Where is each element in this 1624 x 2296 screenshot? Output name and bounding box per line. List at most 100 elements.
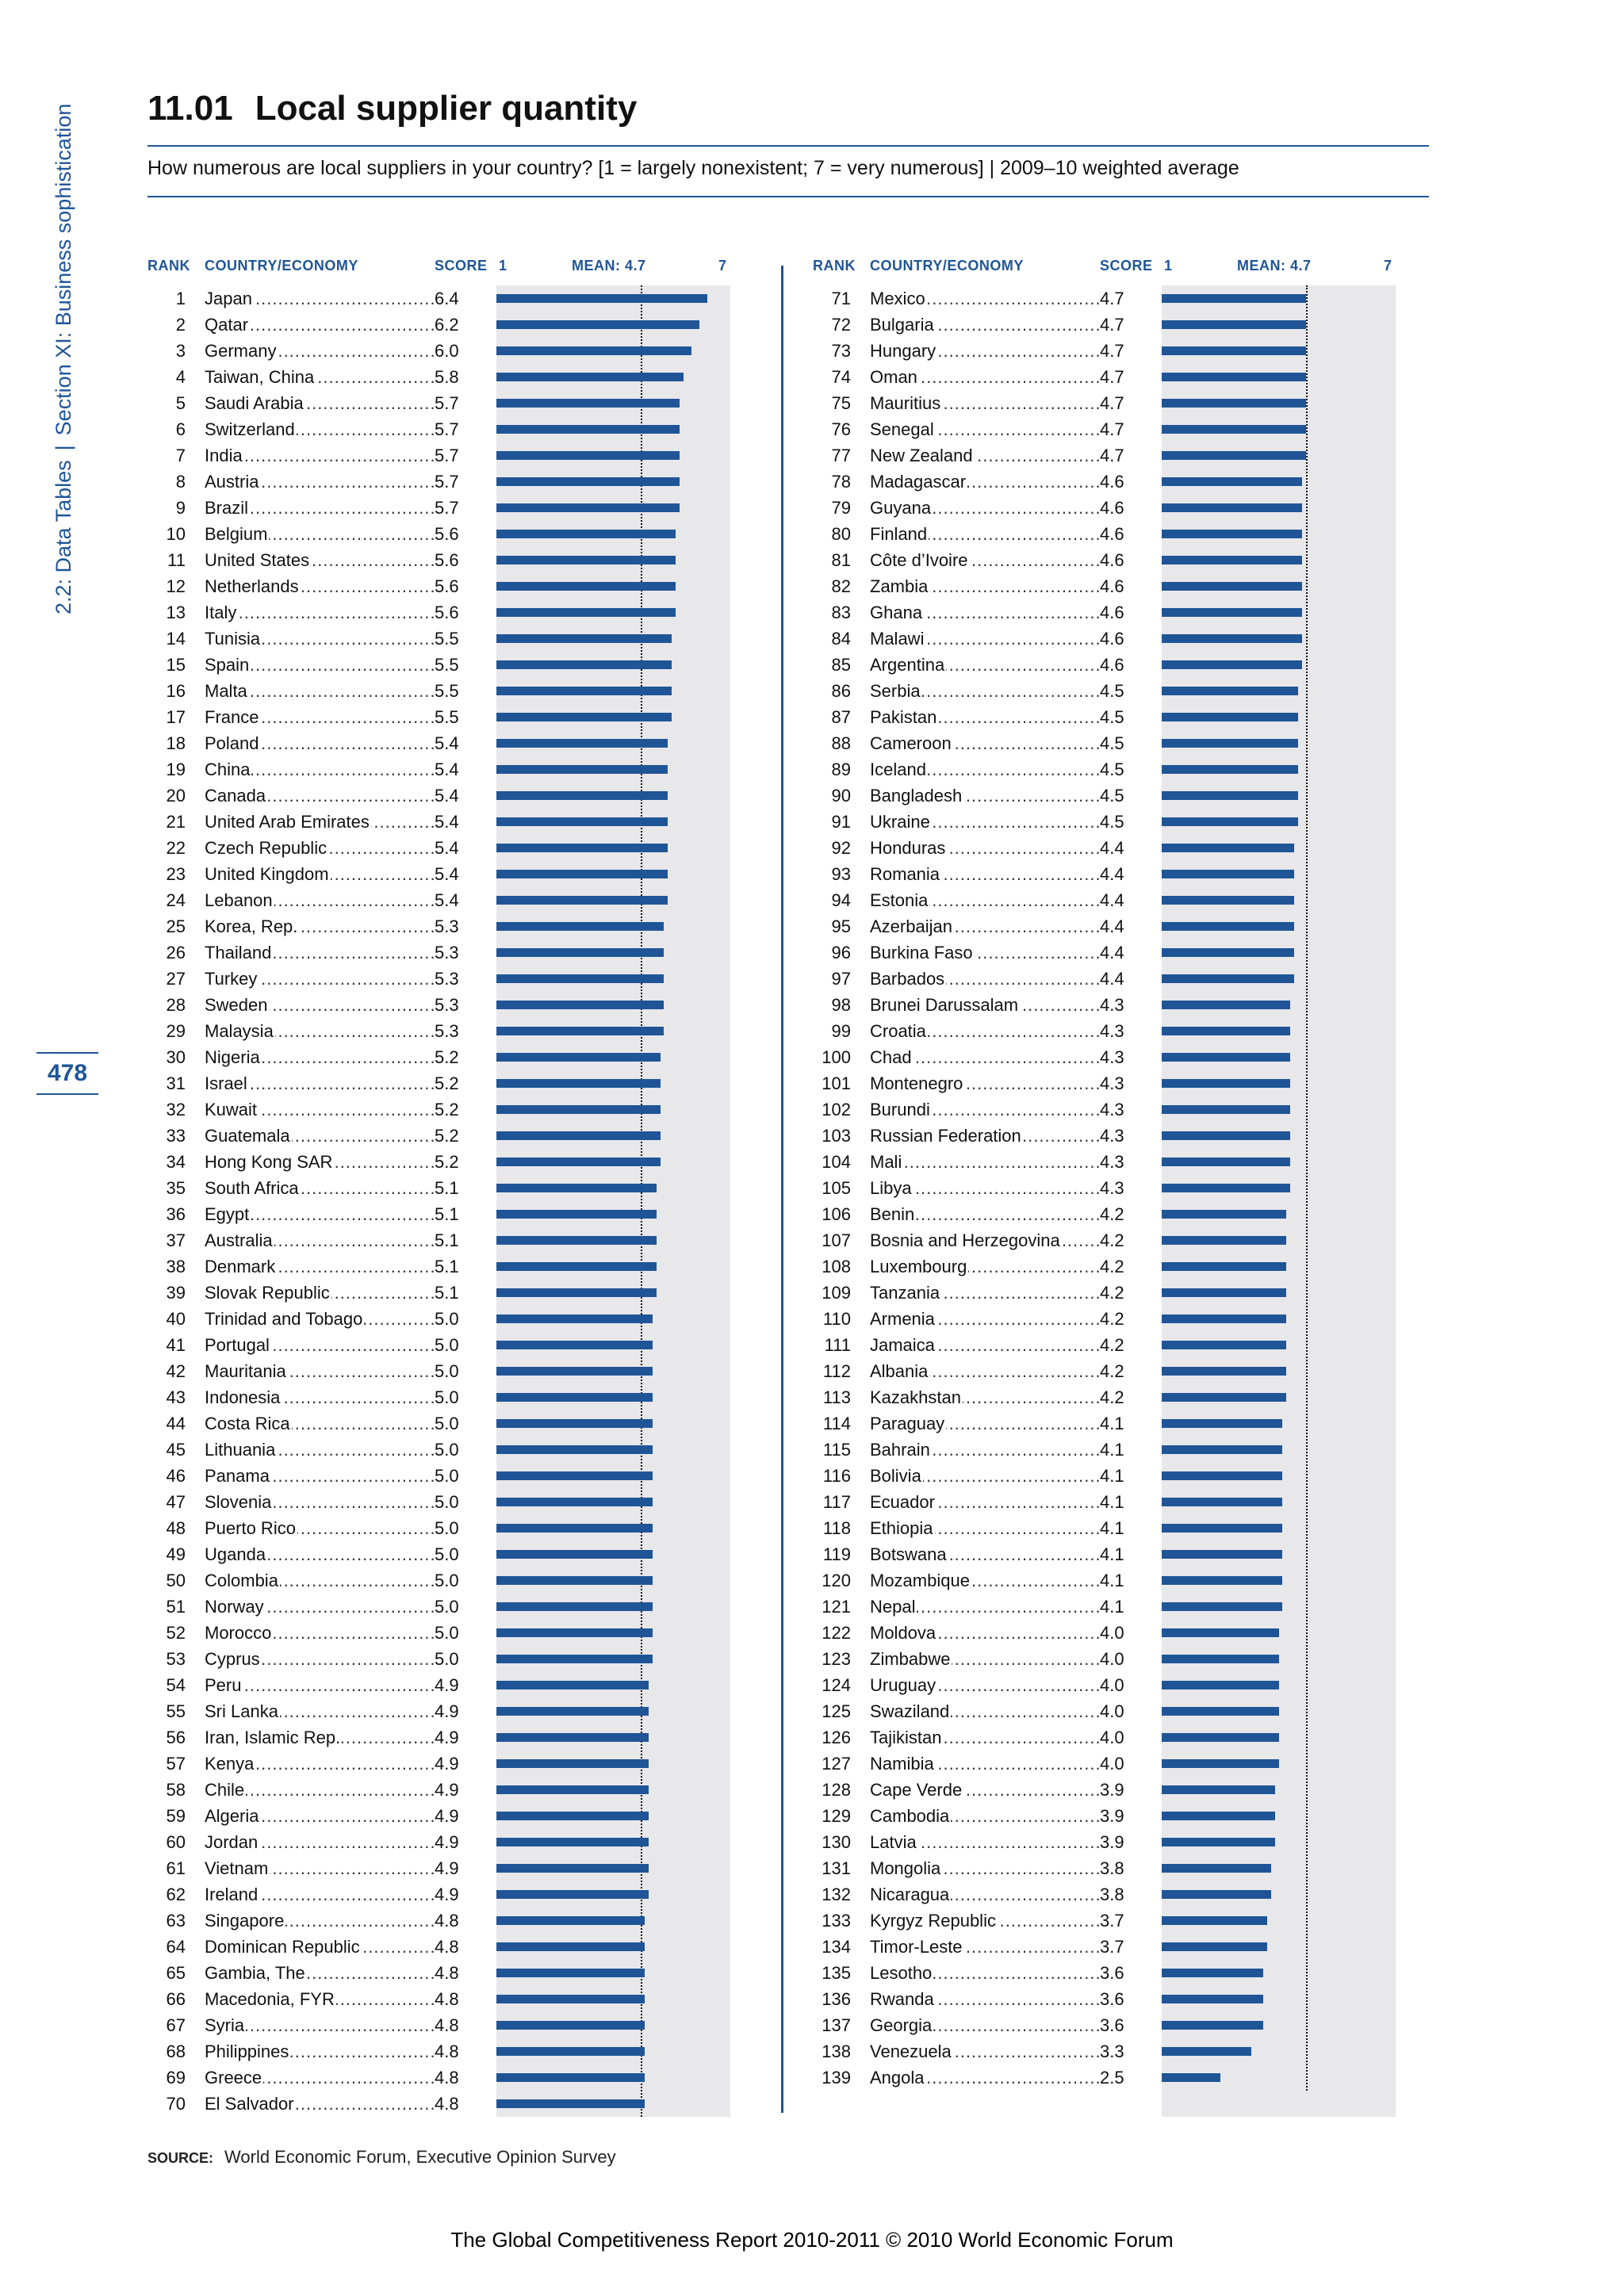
table-row: 45 Lithuania 5.0 [147,1437,877,1463]
country-name: Bahrain [870,1440,932,1460]
table-row: 23 United Kingdom 5.4 [147,861,877,887]
score-cell: 4.9 [435,1806,459,1826]
rank-cell: 87 [831,707,851,727]
score-cell: 4.3 [1100,1178,1124,1198]
table-row: 48 Puerto Rico 5.0 [147,1515,877,1541]
table-row: 7 India 5.7 [147,442,877,469]
country-cell: Sri Lanka [205,1698,435,1724]
country-name: Cape Verde [870,1780,964,1800]
country-name: Denmark [205,1257,278,1276]
score-bar [1162,1158,1291,1166]
score-bar [496,1131,661,1140]
table-row: 82 Zambia 4.6 [813,573,1542,599]
country-cell: Venezuela [870,2038,1100,2064]
rank-cell: 47 [166,1492,186,1512]
score-bar [1162,660,1302,669]
rank-cell: 105 [822,1178,851,1198]
score-bar [496,1995,645,2003]
score-bar [1162,608,1302,617]
score-cell: 4.3 [1100,1126,1124,1146]
table-row: 65 Gambia, The 4.8 [147,1960,877,1986]
table-row: 89 Iceland 4.5 [813,756,1542,783]
rank-cell: 22 [166,838,186,858]
table-row: 66 Macedonia, FYR 4.8 [147,1986,877,2012]
rank-cell: 31 [166,1073,186,1093]
country-cell: Vietnam [205,1855,435,1881]
score-cell: 4.4 [1100,890,1124,910]
country-name: Burundi [870,1100,932,1119]
score-cell: 5.6 [435,576,459,596]
score-cell: 4.7 [1100,393,1124,413]
score-cell: 4.4 [1100,864,1124,884]
rank-header: RANK [813,258,856,274]
rank-cell: 74 [831,367,851,387]
mean-label: MEAN: 4.7 [1237,258,1312,274]
score-cell: 4.7 [1100,289,1124,308]
rank-cell: 84 [831,629,851,649]
score-cell: 3.8 [1100,1885,1124,1904]
country-name: Chad [870,1047,914,1067]
score-bar [1162,1838,1275,1846]
country-cell: Kenya [205,1751,435,1777]
rank-cell: 37 [166,1230,186,1250]
country-cell: United States [205,547,435,573]
table-row: 47 Slovenia 5.0 [147,1489,877,1515]
rank-cell: 62 [166,1885,186,1904]
country-name: Russian Federation [870,1126,1023,1146]
rank-cell: 124 [822,1675,851,1695]
score-cell: 5.3 [435,995,459,1015]
country-name: Egypt [205,1204,251,1224]
score-bar [1162,1288,1287,1297]
mean-line [640,285,642,2117]
score-bar [496,1262,657,1271]
country-name: United Arab Emirates [205,812,371,832]
score-cell: 5.6 [435,524,459,544]
country-cell: Uganda [205,1541,435,1567]
country-name: Ghana [870,603,925,622]
rank-cell: 120 [822,1571,851,1590]
country-cell: Switzerland [205,416,435,442]
country-cell: Nicaragua [870,1881,1100,1908]
score-cell: 5.4 [435,864,459,884]
table-row: 87 Pakistan 4.5 [813,704,1542,730]
table-row: 37 Australia 5.1 [147,1227,877,1253]
country-cell: Panama [205,1463,435,1489]
rank-cell: 93 [831,864,851,884]
score-cell: 4.4 [1100,838,1124,858]
score-bar [1162,1210,1287,1219]
table-row: 30 Nigeria 5.2 [147,1044,877,1070]
score-bar [496,1707,649,1716]
country-cell: Lebanon [205,887,435,913]
country-cell: Rwanda [870,1986,1100,2012]
score-bar [496,2021,645,2030]
country-cell: Italy [205,599,435,626]
rank-cell: 41 [166,1335,186,1355]
table-row: 121 Nepal 4.1 [813,1594,1542,1620]
score-cell: 4.4 [1100,969,1124,989]
score-cell: 5.6 [435,550,459,570]
table-row: 46 Panama 5.0 [147,1463,877,1489]
rank-cell: 90 [831,786,851,806]
score-bar [1162,1550,1283,1559]
score-cell: 5.4 [435,838,459,858]
section-a: 2.2: Data Tables [52,460,75,614]
country-name: Bolivia [870,1466,923,1486]
score-cell: 5.5 [435,655,459,675]
score-cell: 2.5 [1100,2068,1124,2087]
rank-header: RANK [147,258,190,274]
country-cell: Algeria [205,1803,435,1829]
rank-cell: 14 [166,629,186,649]
score-bar [496,2047,645,2056]
score-cell: 4.6 [1100,603,1124,622]
rank-cell: 101 [822,1073,851,1093]
score-bar [1162,1707,1279,1716]
table-row: 133 Kyrgyz Republic 3.7 [813,1908,1542,1934]
table-row: 114 Paraguay 4.1 [813,1410,1542,1437]
score-bar [496,608,676,617]
country-name: Jamaica [870,1335,936,1355]
country-cell: China [205,756,435,783]
score-cell: 5.7 [435,472,459,492]
rank-cell: 131 [822,1858,851,1878]
country-name: Mauritania [205,1361,288,1381]
rank-cell: 21 [166,812,186,832]
